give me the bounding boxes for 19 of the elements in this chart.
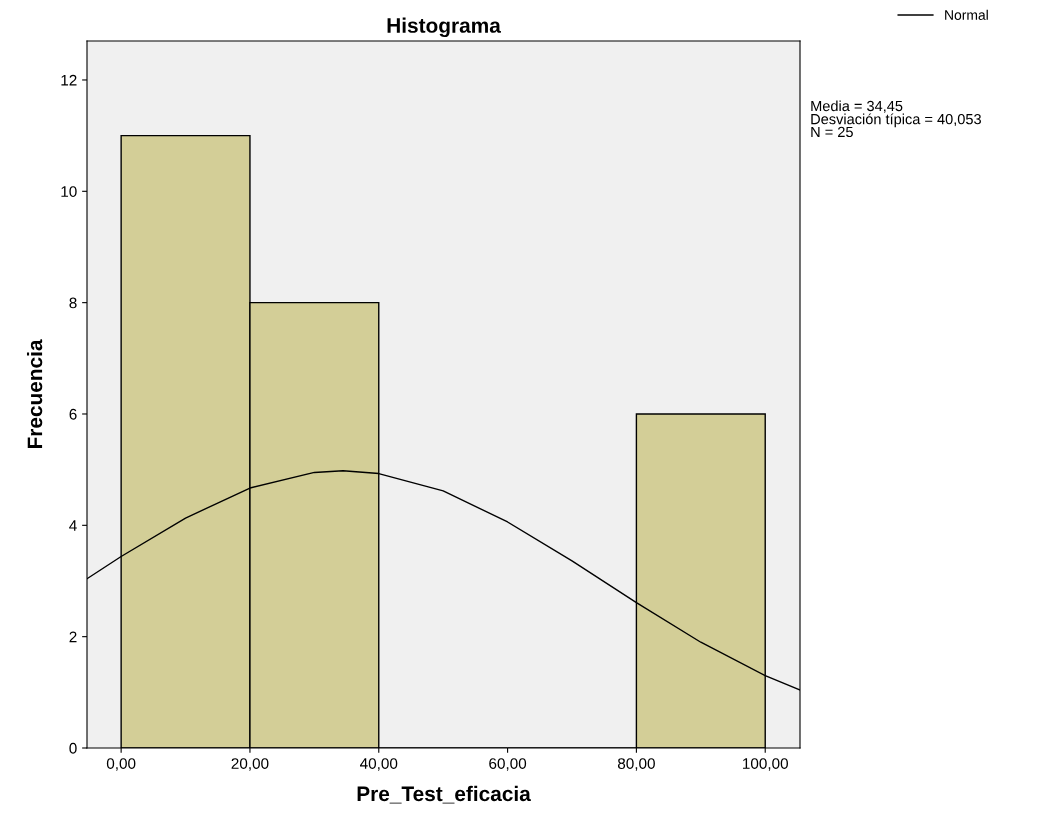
x-tick-label: 100,00 <box>743 758 788 771</box>
x-tick-label: 60,00 <box>489 758 527 771</box>
x-tick-label: 0,00 <box>106 758 136 771</box>
text: N = 25 <box>811 126 853 138</box>
x-tick-label: 80,00 <box>617 758 655 771</box>
legend-label: Normal <box>945 9 988 20</box>
y-tick-label: 0 <box>69 742 77 754</box>
x-tick-label: 20,00 <box>231 758 269 771</box>
y-tick-label: 2 <box>69 631 77 643</box>
text: Media = 34,45 <box>811 100 903 113</box>
chart-title: Histograma <box>387 17 501 38</box>
y-axis-title: Frecuencia <box>26 339 43 449</box>
y-tick-label: 12 <box>61 74 77 86</box>
y-tick-label: 8 <box>69 297 77 309</box>
y-tick-label: 10 <box>61 186 77 197</box>
x-axis-title: Pre_Test_eficacia <box>357 785 531 804</box>
y-tick-label: 6 <box>69 408 77 420</box>
x-tick-label: 40,00 <box>360 758 398 771</box>
y-tick-label: 4 <box>69 520 77 531</box>
